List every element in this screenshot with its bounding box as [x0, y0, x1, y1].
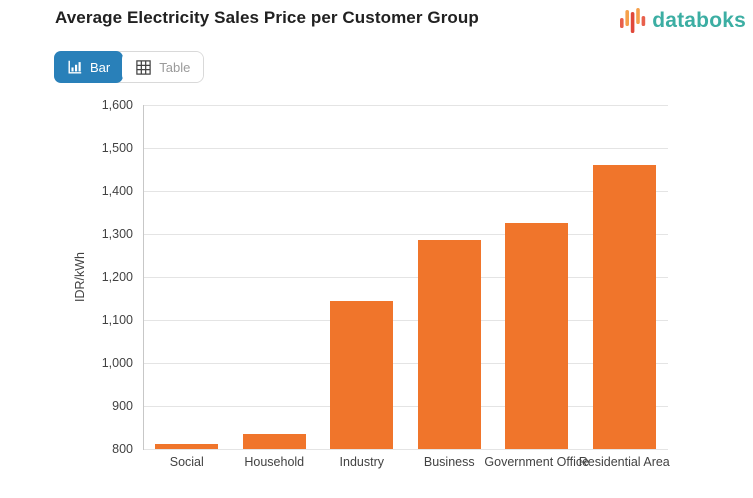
gridline: [143, 277, 668, 278]
view-toggle: Bar Table: [54, 51, 205, 83]
gridline: [143, 449, 668, 450]
databoks-bars-icon: [619, 5, 649, 37]
y-axis-tick-label: 900: [112, 399, 133, 413]
gridline: [143, 363, 668, 364]
x-axis-label: Household: [244, 455, 305, 469]
gridline: [143, 320, 668, 321]
bar-social[interactable]: [155, 443, 219, 449]
y-axis-tick-label: 1,400: [101, 184, 133, 198]
gridline: [143, 191, 668, 192]
x-axis-label: Social: [169, 455, 204, 469]
y-axis-tick-label: 1,600: [101, 98, 133, 112]
bar-chart-icon: [67, 59, 83, 75]
x-axis-label: Industry: [339, 455, 384, 469]
bar-government-office[interactable]: [505, 223, 569, 449]
gridline: [143, 406, 668, 407]
table-icon: [135, 59, 152, 76]
y-axis-line: [143, 105, 144, 450]
x-axis-label: Business: [423, 455, 475, 469]
y-axis-tick-label: 1,300: [101, 227, 133, 241]
gridline: [143, 234, 668, 235]
databoks-wordmark: databoks: [652, 9, 746, 32]
y-axis-tick-label: 1,100: [101, 313, 133, 327]
bar-business[interactable]: [417, 240, 481, 449]
y-axis-tick-label: 1,000: [101, 356, 133, 370]
databoks-logo: databoks: [619, 5, 746, 37]
bar-view-label: Bar: [90, 59, 111, 75]
bar-residential-area[interactable]: [592, 165, 656, 449]
x-axis-label: Government Office: [484, 455, 590, 469]
x-axis-label: Residential Area: [578, 455, 670, 469]
y-axis-tick-label: 1,200: [101, 270, 133, 284]
page-title: Average Electricity Sales Price per Cust…: [55, 8, 479, 27]
y-axis-tick-label: 1,500: [101, 141, 133, 155]
gridline: [143, 105, 668, 106]
bar-view-button[interactable]: Bar: [54, 51, 124, 83]
bar-household[interactable]: [242, 433, 306, 449]
table-view-label: Table: [159, 59, 191, 75]
gridline: [143, 148, 668, 149]
y-axis-tick-label: 800: [112, 442, 133, 456]
table-view-button[interactable]: Table: [122, 52, 204, 82]
bar-industry[interactable]: [330, 301, 394, 449]
